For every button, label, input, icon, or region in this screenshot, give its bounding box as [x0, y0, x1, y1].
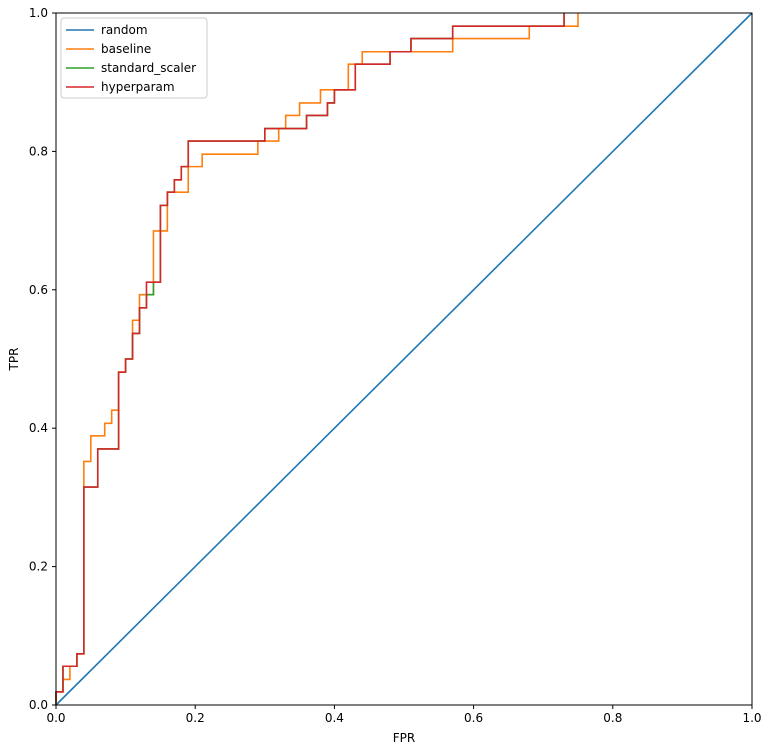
plot-frame — [55, 12, 753, 706]
y-tick-label: 0.8 — [29, 144, 48, 158]
y-tick-label: 0.0 — [29, 698, 48, 712]
x-tick-label: 0.2 — [186, 711, 205, 725]
series-layer — [55, 12, 753, 706]
legend-label-standard-scaler: standard_scaler — [101, 61, 196, 75]
x-tick-label: 0.4 — [325, 711, 344, 725]
y-tick-label: 0.2 — [29, 560, 48, 574]
y-axis-label: TPR — [7, 348, 21, 372]
series-line-hyperparam — [55, 13, 565, 705]
legend-label-random: random — [101, 23, 148, 37]
x-tick-label: 1.0 — [742, 711, 761, 725]
x-axis-ticks: 0.0 0.2 0.4 0.6 0.8 1.0 — [46, 705, 762, 725]
y-axis-ticks: 0.0 0.2 0.4 0.6 0.8 1.0 — [29, 6, 56, 712]
series-line-random — [55, 12, 753, 706]
y-tick-label: 0.6 — [29, 283, 48, 297]
legend-label-hyperparam: hyperparam — [101, 80, 175, 94]
x-axis-label: FPR — [393, 731, 415, 745]
legend: random baseline standard_scaler hyperparam — [60, 17, 208, 99]
x-tick-label: 0.6 — [464, 711, 483, 725]
y-tick-label: 0.4 — [29, 421, 48, 435]
y-tick-label: 1.0 — [29, 6, 48, 20]
legend-label-baseline: baseline — [101, 42, 151, 56]
x-tick-label: 0.0 — [46, 711, 65, 725]
x-tick-label: 0.8 — [603, 711, 622, 725]
legend-box — [60, 17, 208, 99]
